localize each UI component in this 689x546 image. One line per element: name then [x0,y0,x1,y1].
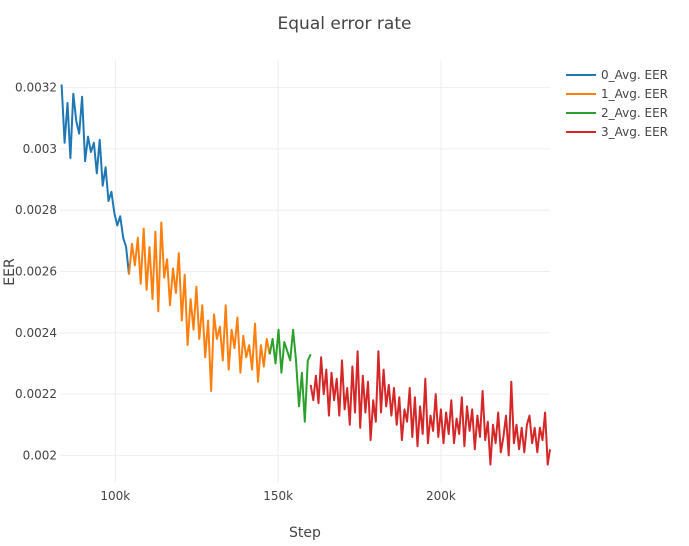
y-axis-ticks: 0.002 0.0022 0.0024 0.0026 0.0028 0.003 0.0032 [15,81,57,463]
legend-label: 2_Avg. EER [601,106,668,120]
y-tick-label: 0.0024 [15,326,57,340]
legend-label: 0_Avg. EER [601,68,668,82]
legend[interactable]: 0_Avg. EER 1_Avg. EER 2_Avg. EER 3_Avg. EER [566,68,668,139]
legend-item-3[interactable]: 3_Avg. EER [566,125,668,139]
legend-item-0[interactable]: 0_Avg. EER [566,68,668,82]
y-tick-label: 0.0032 [15,81,57,95]
series-line-0 [60,84,130,275]
x-tick-label: 150k [263,489,293,503]
legend-item-1[interactable]: 1_Avg. EER [566,87,668,101]
y-tick-label: 0.0026 [15,265,57,279]
y-tick-label: 0.0022 [15,387,57,401]
legend-item-2[interactable]: 2_Avg. EER [566,106,668,120]
legend-label: 3_Avg. EER [601,125,668,139]
y-tick-label: 0.0028 [15,203,57,217]
x-tick-label: 200k [426,489,456,503]
x-tick-label: 100k [100,489,130,503]
legend-label: 1_Avg. EER [601,87,668,101]
y-tick-label: 0.002 [23,448,57,462]
y-tick-label: 0.003 [23,142,57,156]
series-line-1 [128,221,271,392]
y-axis-title: EER [2,258,18,286]
chart-title: Equal error rate [278,14,412,34]
series-line-2 [268,328,312,423]
series-lines [60,84,551,466]
x-axis-ticks: 100k 150k 200k [100,489,455,503]
x-axis-title: Step [289,525,321,541]
series-line-3 [309,350,551,466]
